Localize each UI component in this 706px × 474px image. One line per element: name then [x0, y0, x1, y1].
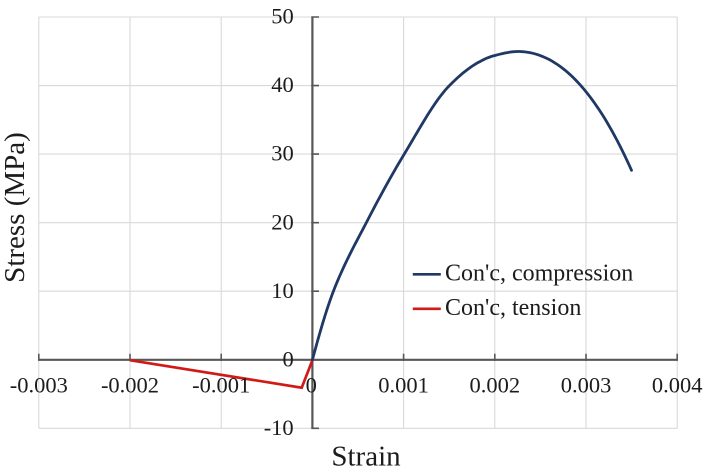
svg-text:0: 0	[306, 373, 317, 398]
svg-text:-0.002: -0.002	[101, 373, 159, 398]
svg-text:40: 40	[271, 72, 294, 97]
svg-text:30: 30	[271, 141, 294, 166]
svg-text:0.003: 0.003	[561, 373, 612, 398]
svg-text:-0.003: -0.003	[10, 373, 68, 398]
svg-text:0.001: 0.001	[378, 373, 429, 398]
svg-text:0.002: 0.002	[469, 373, 520, 398]
svg-text:20: 20	[271, 209, 294, 234]
svg-text:-10: -10	[264, 415, 294, 440]
svg-text:Strain: Strain	[331, 441, 401, 473]
svg-text:Con'c, tension: Con'c, tension	[445, 295, 581, 321]
svg-text:0.004: 0.004	[652, 373, 703, 398]
svg-text:-0.001: -0.001	[192, 373, 250, 398]
svg-text:Con'c, compression: Con'c, compression	[445, 260, 633, 286]
svg-text:Stress (MPa): Stress (MPa)	[0, 132, 31, 283]
svg-text:0: 0	[282, 346, 293, 371]
svg-text:10: 10	[271, 278, 294, 303]
svg-text:50: 50	[271, 4, 294, 29]
